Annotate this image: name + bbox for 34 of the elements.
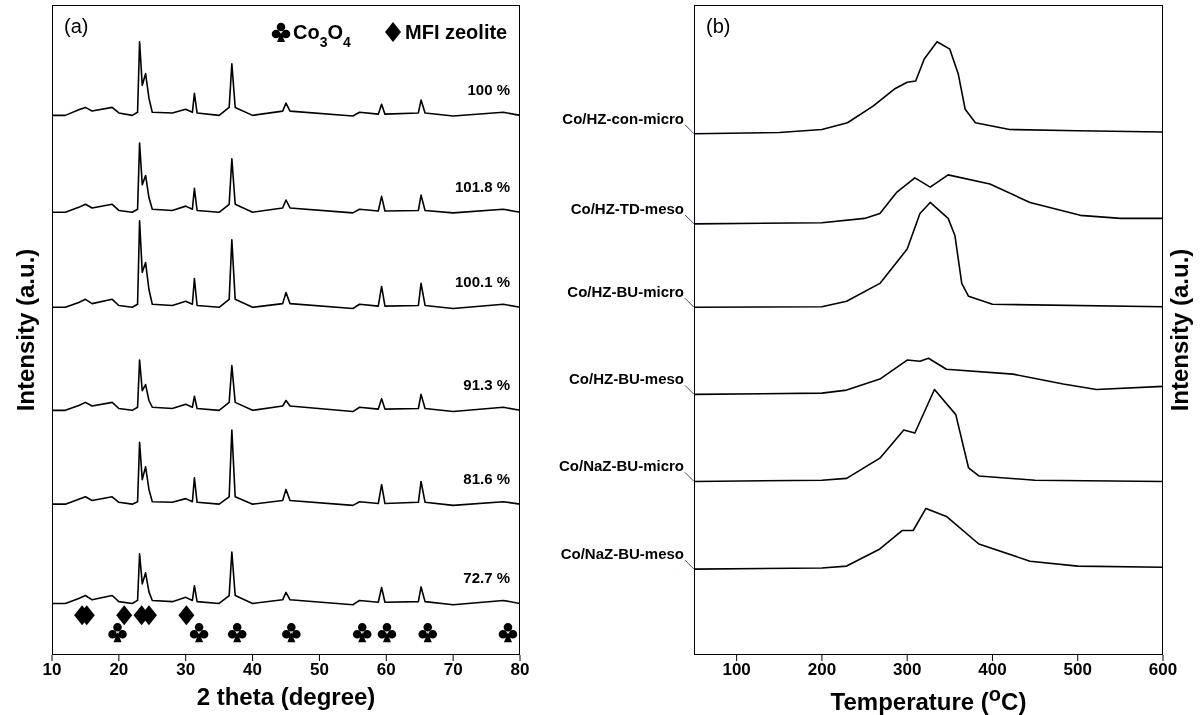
series-label: Co/HZ-TD-meso xyxy=(570,199,684,217)
legend-label: MFI zeolite xyxy=(405,21,508,43)
y-axis-title: Intensity (a.u.) xyxy=(12,247,40,414)
y-axis-title: Intensity (a.u.) xyxy=(1166,247,1194,414)
series-label: Co/NaZ-BU-meso xyxy=(560,544,684,562)
series-label: Co/HZ-BU-micro xyxy=(567,282,684,300)
annotation: 81.6 % xyxy=(463,470,510,488)
x-tick-label: 100 xyxy=(722,660,751,680)
x-axis-title: Temperature ($^{o}$C) xyxy=(829,683,1028,715)
x-tick-label: 30 xyxy=(176,660,196,680)
x-tick-label: 20 xyxy=(109,660,129,680)
chart-title: (a) xyxy=(64,15,89,37)
annotation: 101.8 % xyxy=(454,178,510,196)
series-label: Co/NaZ-BU-micro xyxy=(558,456,684,474)
x-tick-label: 50 xyxy=(309,660,329,680)
series-label: Co/HZ-con-micro xyxy=(562,109,684,127)
annotation: 100.1 % xyxy=(454,273,510,291)
x-tick-label: 200 xyxy=(807,660,837,680)
legend-label: Co$_{3}$O$_{4}$ xyxy=(293,21,352,50)
x-tick-label: 60 xyxy=(376,660,396,680)
annotation: 91.3 % xyxy=(463,376,510,394)
annotation: 72.7 % xyxy=(463,569,510,587)
series-label: Co/HZ-BU-meso xyxy=(569,369,684,387)
x-tick-label: 70 xyxy=(443,660,463,680)
chart-title: (b) xyxy=(706,15,731,37)
x-tick-label: 40 xyxy=(243,660,263,680)
x-tick-label: 300 xyxy=(892,660,922,680)
x-tick-label: 600 xyxy=(1148,660,1178,680)
x-tick-label: 500 xyxy=(1063,660,1092,680)
x-tick-label: 80 xyxy=(510,660,530,680)
x-tick-label: 10 xyxy=(42,660,62,680)
x-tick-label: 400 xyxy=(978,660,1007,680)
x-axis-title: 2 theta (degree) xyxy=(195,683,377,711)
annotation: 100 % xyxy=(467,81,510,99)
